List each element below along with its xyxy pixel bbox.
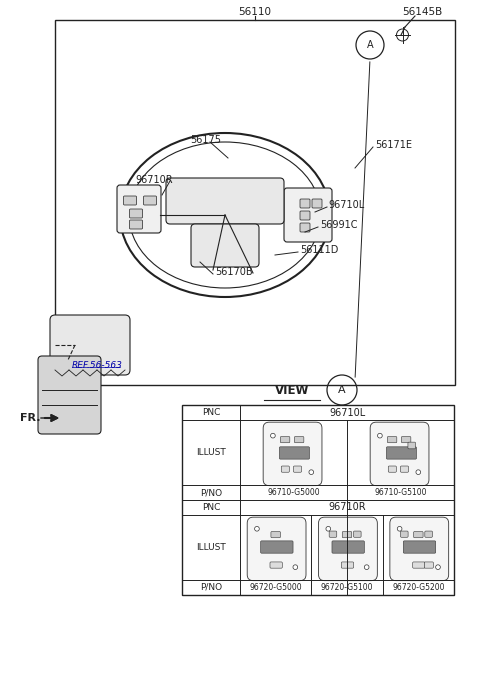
FancyBboxPatch shape bbox=[293, 466, 301, 473]
FancyBboxPatch shape bbox=[280, 437, 290, 442]
Text: P/NO: P/NO bbox=[200, 583, 222, 592]
Circle shape bbox=[364, 565, 369, 570]
FancyBboxPatch shape bbox=[425, 531, 432, 538]
FancyBboxPatch shape bbox=[261, 541, 293, 553]
Text: FR.: FR. bbox=[20, 413, 40, 423]
FancyBboxPatch shape bbox=[413, 562, 425, 568]
Circle shape bbox=[378, 433, 382, 438]
FancyBboxPatch shape bbox=[408, 442, 416, 449]
FancyBboxPatch shape bbox=[130, 209, 143, 218]
FancyBboxPatch shape bbox=[403, 541, 436, 553]
Text: 96710R: 96710R bbox=[328, 503, 366, 512]
FancyBboxPatch shape bbox=[342, 531, 352, 538]
Text: 96710-G5000: 96710-G5000 bbox=[267, 488, 320, 497]
FancyBboxPatch shape bbox=[247, 517, 306, 580]
Text: 56991C: 56991C bbox=[320, 220, 358, 230]
FancyBboxPatch shape bbox=[166, 178, 284, 224]
Circle shape bbox=[416, 470, 420, 475]
FancyBboxPatch shape bbox=[300, 199, 310, 208]
FancyBboxPatch shape bbox=[281, 466, 289, 473]
FancyBboxPatch shape bbox=[400, 531, 408, 538]
Text: ILLUST: ILLUST bbox=[196, 448, 226, 457]
Text: ILLUST: ILLUST bbox=[196, 543, 226, 552]
Text: PNC: PNC bbox=[202, 503, 220, 512]
Circle shape bbox=[436, 565, 440, 570]
FancyBboxPatch shape bbox=[50, 315, 130, 375]
FancyBboxPatch shape bbox=[353, 531, 361, 538]
FancyBboxPatch shape bbox=[319, 517, 377, 580]
Text: 56171E: 56171E bbox=[375, 140, 412, 150]
FancyBboxPatch shape bbox=[312, 199, 322, 208]
Circle shape bbox=[271, 433, 275, 438]
Circle shape bbox=[397, 526, 402, 531]
FancyBboxPatch shape bbox=[424, 562, 433, 568]
Text: A: A bbox=[367, 40, 373, 50]
Text: 96710-G5100: 96710-G5100 bbox=[374, 488, 427, 497]
FancyBboxPatch shape bbox=[414, 531, 423, 538]
FancyBboxPatch shape bbox=[271, 531, 280, 538]
FancyBboxPatch shape bbox=[144, 196, 156, 205]
FancyBboxPatch shape bbox=[38, 356, 101, 434]
Text: 96720-G5000: 96720-G5000 bbox=[249, 583, 302, 592]
Text: 96720-G5200: 96720-G5200 bbox=[392, 583, 444, 592]
Text: REF.56-563: REF.56-563 bbox=[72, 360, 123, 370]
Circle shape bbox=[326, 526, 331, 531]
FancyBboxPatch shape bbox=[130, 220, 143, 229]
FancyBboxPatch shape bbox=[279, 447, 310, 459]
FancyBboxPatch shape bbox=[329, 531, 337, 538]
Text: 96710L: 96710L bbox=[329, 407, 365, 417]
FancyBboxPatch shape bbox=[370, 422, 429, 486]
FancyBboxPatch shape bbox=[300, 223, 310, 232]
FancyBboxPatch shape bbox=[117, 185, 161, 233]
Text: 96710L: 96710L bbox=[328, 200, 364, 210]
Text: 96710R: 96710R bbox=[135, 175, 173, 185]
Text: VIEW: VIEW bbox=[275, 384, 309, 396]
Circle shape bbox=[309, 470, 313, 475]
Text: PNC: PNC bbox=[202, 408, 220, 417]
Text: 56111D: 56111D bbox=[300, 245, 338, 255]
FancyBboxPatch shape bbox=[390, 517, 449, 580]
FancyBboxPatch shape bbox=[270, 562, 282, 568]
FancyBboxPatch shape bbox=[300, 211, 310, 220]
Text: P/NO: P/NO bbox=[200, 488, 222, 497]
FancyBboxPatch shape bbox=[123, 196, 136, 205]
FancyBboxPatch shape bbox=[400, 466, 408, 473]
Text: 56110: 56110 bbox=[239, 7, 272, 17]
FancyBboxPatch shape bbox=[284, 188, 332, 242]
FancyBboxPatch shape bbox=[386, 447, 417, 459]
FancyBboxPatch shape bbox=[388, 466, 396, 473]
FancyBboxPatch shape bbox=[294, 437, 304, 442]
FancyBboxPatch shape bbox=[191, 224, 259, 267]
FancyBboxPatch shape bbox=[401, 437, 411, 442]
FancyBboxPatch shape bbox=[387, 437, 397, 442]
FancyBboxPatch shape bbox=[263, 422, 322, 486]
FancyBboxPatch shape bbox=[341, 562, 354, 568]
Text: A: A bbox=[338, 385, 346, 395]
Text: 56145B: 56145B bbox=[402, 7, 442, 17]
FancyBboxPatch shape bbox=[332, 541, 364, 553]
Circle shape bbox=[293, 565, 298, 570]
Text: 96720-G5100: 96720-G5100 bbox=[321, 583, 373, 592]
Text: 56170B: 56170B bbox=[215, 267, 252, 277]
Circle shape bbox=[254, 526, 259, 531]
Text: 56175: 56175 bbox=[190, 135, 221, 145]
